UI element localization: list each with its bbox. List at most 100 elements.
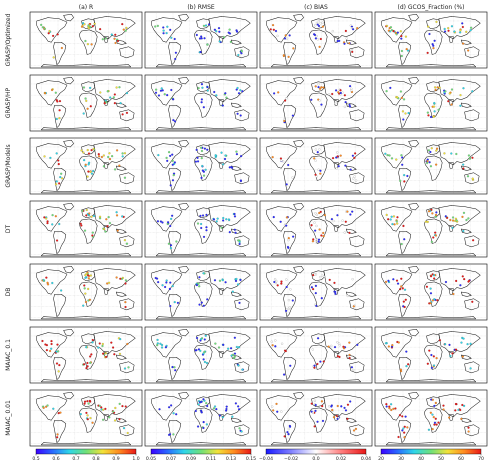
station-marker — [443, 152, 446, 155]
station-marker — [407, 111, 410, 115]
station-marker — [238, 408, 241, 411]
station-marker — [200, 338, 203, 341]
station-marker — [349, 400, 352, 403]
station-marker — [113, 93, 116, 96]
station-marker — [276, 284, 279, 287]
station-marker — [318, 228, 321, 231]
land-outline — [93, 79, 136, 103]
station-marker — [235, 153, 239, 156]
land-outline — [40, 316, 132, 320]
station-marker — [312, 238, 315, 241]
station-marker — [387, 345, 390, 348]
map-panel — [144, 200, 258, 258]
land-outline — [103, 36, 109, 43]
station-marker — [123, 239, 126, 242]
station-marker — [334, 101, 337, 105]
land-outline — [119, 361, 135, 374]
station-marker — [48, 349, 52, 353]
land-outline — [115, 417, 127, 423]
station-marker — [310, 286, 313, 289]
station-marker — [385, 24, 389, 27]
station-marker — [200, 83, 204, 86]
land-outline — [460, 39, 472, 45]
station-marker — [196, 222, 200, 225]
station-marker — [106, 282, 109, 285]
station-marker — [404, 112, 407, 115]
station-marker — [314, 291, 317, 295]
station-marker — [123, 152, 127, 155]
land-outline — [151, 206, 183, 232]
station-marker — [171, 163, 174, 166]
land-outline — [424, 218, 443, 244]
station-marker — [312, 287, 315, 291]
station-marker — [231, 290, 234, 293]
land-outline — [119, 235, 135, 248]
station-marker — [393, 223, 396, 226]
land-outline — [53, 167, 67, 191]
station-marker — [272, 215, 275, 219]
land-outline — [115, 39, 127, 45]
station-marker — [321, 404, 324, 408]
station-marker — [399, 90, 402, 93]
station-marker — [84, 39, 87, 43]
station-marker — [467, 430, 470, 433]
station-marker — [213, 90, 216, 94]
station-marker — [291, 299, 294, 302]
land-outline — [63, 139, 74, 148]
land-outline — [408, 265, 419, 274]
station-marker — [174, 51, 177, 54]
station-marker — [103, 227, 106, 231]
station-marker — [43, 216, 46, 219]
land-outline — [283, 356, 297, 380]
station-marker — [455, 219, 458, 222]
station-marker — [451, 216, 455, 219]
station-marker — [202, 304, 205, 307]
station-marker — [156, 338, 159, 341]
station-marker — [274, 29, 278, 33]
station-marker — [122, 427, 126, 430]
station-marker — [323, 214, 326, 217]
station-marker — [204, 24, 208, 27]
station-marker — [353, 156, 356, 159]
station-marker — [354, 152, 357, 155]
station-marker — [215, 408, 218, 411]
panel-frame — [144, 11, 258, 69]
station-marker — [221, 163, 225, 166]
station-marker — [175, 240, 178, 243]
station-marker — [197, 87, 200, 90]
station-marker — [43, 155, 46, 158]
station-marker — [240, 50, 243, 53]
station-marker — [344, 220, 347, 223]
colorbar-tick-label: 50 — [438, 456, 444, 462]
station-marker — [463, 278, 466, 281]
station-marker — [438, 339, 441, 342]
station-marker — [112, 346, 115, 349]
station-marker — [318, 45, 321, 48]
land-outline — [115, 354, 127, 360]
station-marker — [333, 281, 336, 284]
station-marker — [403, 305, 406, 309]
row-label: DT — [5, 225, 12, 234]
station-marker — [86, 418, 89, 421]
station-marker — [351, 50, 354, 53]
station-marker — [97, 153, 100, 156]
station-marker — [346, 294, 349, 297]
station-marker — [121, 215, 124, 218]
station-marker — [240, 155, 243, 158]
land-outline — [234, 109, 250, 122]
station-marker — [334, 292, 337, 295]
station-marker — [108, 222, 112, 225]
station-marker — [425, 285, 428, 288]
station-marker — [291, 176, 294, 179]
station-marker — [447, 29, 450, 32]
world-map — [260, 390, 373, 447]
station-marker — [123, 367, 127, 370]
station-marker — [87, 170, 90, 173]
station-marker — [459, 31, 462, 34]
land-outline — [333, 414, 339, 421]
station-marker — [343, 94, 346, 97]
station-marker — [388, 407, 391, 410]
station-marker — [239, 114, 242, 117]
station-marker — [55, 362, 59, 365]
station-marker — [391, 344, 394, 347]
